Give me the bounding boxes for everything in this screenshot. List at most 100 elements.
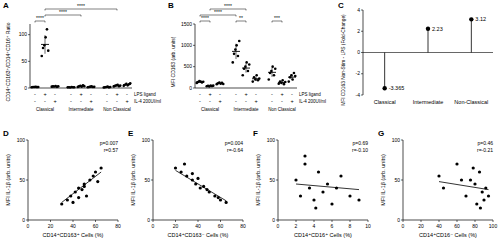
point <box>335 186 338 189</box>
point <box>348 194 351 197</box>
dot <box>241 74 244 77</box>
stem <box>428 29 429 53</box>
y-tick-label: 0 <box>357 49 360 55</box>
x-axis <box>278 220 368 221</box>
point <box>357 198 360 201</box>
mean-line <box>123 84 131 85</box>
y-tick-label: 0 <box>147 217 150 223</box>
point <box>299 194 302 197</box>
y-tick <box>401 140 403 141</box>
plot-area <box>294 154 360 209</box>
panel-letter: E <box>128 129 134 138</box>
point <box>80 188 83 191</box>
point <box>217 196 220 199</box>
mean-line <box>278 82 286 83</box>
significance-label: **** <box>36 15 44 21</box>
point <box>308 186 311 189</box>
point <box>180 170 183 173</box>
point <box>219 198 222 201</box>
dot <box>42 47 45 50</box>
condition-sign: - <box>126 91 128 97</box>
x-tick-label: 40 <box>436 223 442 229</box>
mean-line <box>31 87 39 88</box>
significance-label: **** <box>77 3 85 9</box>
annotation: p=0.46 <box>478 140 494 146</box>
point <box>191 172 194 175</box>
category-label: Non-Classical <box>454 99 488 105</box>
y-tick-label: 50 <box>269 177 275 183</box>
point <box>83 185 86 188</box>
point <box>85 194 88 197</box>
annotation: r=-0.21 <box>477 147 493 153</box>
y-label: MFI CD163 (arb. units) <box>170 36 176 87</box>
x-tick-label: 40 <box>195 223 201 229</box>
y-tick-label: 100 <box>19 31 28 37</box>
plot-area <box>30 28 131 89</box>
point <box>88 178 91 181</box>
dot <box>247 70 250 73</box>
dot <box>287 80 290 83</box>
figure: ACD14⁺CD163⁺/CD14⁺CD16⁺ Ratio050100-+--+… <box>0 0 500 251</box>
y-label: MFI IL-1β (arb. units) <box>255 154 261 206</box>
dot <box>40 55 43 58</box>
y-tick <box>193 88 195 89</box>
x-tick-label: 4 <box>313 223 316 229</box>
condition-sign: - <box>70 91 72 97</box>
condition-sign: - <box>281 98 283 104</box>
dot <box>238 40 241 43</box>
stem <box>384 53 385 89</box>
x-tick-label: 0 <box>152 223 155 229</box>
stem <box>471 19 472 52</box>
condition-sign: + <box>254 98 257 104</box>
y-tick-label: 0 <box>272 217 275 223</box>
y-tick-label: 50 <box>144 177 150 183</box>
y-label: MFI CD163 Non-Stim - LPS (Fold-Change) <box>341 14 346 106</box>
x-tick-label: 60 <box>93 223 99 229</box>
point <box>321 190 324 193</box>
x-tick-label: 60 <box>218 223 224 229</box>
y-tick-label: 0 <box>22 217 25 223</box>
y-tick-label: 50 <box>21 58 27 64</box>
x-label: CD14⁺CD16⁺ Cells (%) <box>294 232 352 238</box>
condition-sign: + <box>79 91 82 97</box>
point <box>77 196 80 199</box>
group-label: Classical <box>36 107 54 112</box>
point <box>460 178 463 181</box>
point <box>330 202 333 205</box>
y-tick <box>276 180 278 181</box>
plot-area <box>437 162 490 209</box>
condition-sign: - <box>271 98 273 104</box>
y-tick <box>361 10 363 11</box>
significance-label: **** <box>201 15 209 21</box>
trend-line <box>176 170 227 200</box>
y-tick-label: 100 <box>267 137 276 143</box>
y-tick-label: 1000 <box>181 42 192 48</box>
point <box>482 198 485 201</box>
point <box>326 182 329 185</box>
condition-sign: - <box>235 91 237 97</box>
condition-sign: + <box>89 98 92 104</box>
y-tick <box>361 31 363 32</box>
point <box>183 162 186 165</box>
point <box>487 194 490 197</box>
group-label: Intermediate <box>233 107 259 112</box>
point <box>442 186 445 189</box>
significance-label: **** <box>224 3 232 9</box>
condition-sign: - <box>80 98 82 104</box>
lollipop-head <box>382 86 386 90</box>
condition-sign: - <box>291 91 293 97</box>
dot <box>293 72 296 75</box>
mean-line <box>242 68 250 69</box>
condition-sign: + <box>208 91 211 97</box>
mean-line <box>268 72 276 73</box>
dot <box>47 49 50 52</box>
point <box>202 185 205 188</box>
point <box>455 162 458 165</box>
mean-line <box>206 85 214 86</box>
panel-letter: B <box>168 1 174 10</box>
point <box>208 190 211 193</box>
point <box>481 190 484 193</box>
panel-letter: A <box>3 1 9 10</box>
x-label: CD14⁺CD16⁻ Cells (%) <box>419 232 477 238</box>
point <box>303 154 306 157</box>
